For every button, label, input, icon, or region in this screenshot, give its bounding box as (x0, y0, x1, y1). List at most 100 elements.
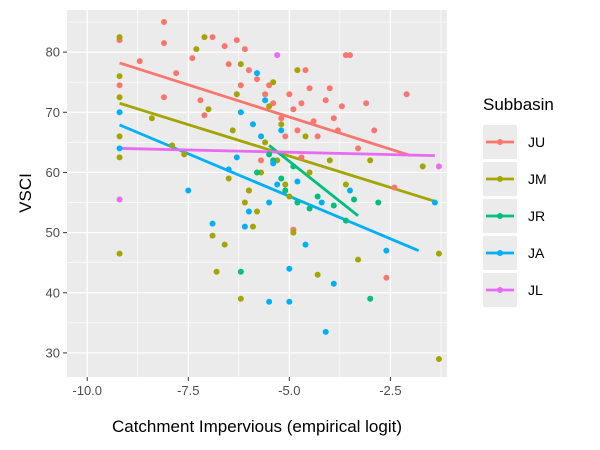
data-point-jm (205, 106, 212, 113)
data-point-ju (326, 85, 333, 92)
data-point-jr (254, 169, 260, 176)
data-point-ju (136, 58, 143, 65)
legend-label-ju: JU (528, 134, 545, 150)
data-point-jr (351, 196, 358, 203)
data-point-ju (237, 82, 244, 89)
data-point-jm (278, 121, 285, 128)
legend-label-jm: JM (528, 171, 547, 187)
data-point-jm (302, 133, 309, 140)
data-point-ju (245, 67, 252, 74)
data-point-jm (294, 67, 301, 74)
data-point-jm (314, 271, 321, 278)
legend-item-ja: JA (483, 236, 545, 270)
data-point-jm (419, 163, 426, 170)
legend-dot-jr (497, 213, 503, 219)
data-point-jm (266, 103, 273, 110)
data-point-ju (197, 97, 204, 104)
data-point-ju (173, 70, 180, 77)
trend-line-jr (268, 144, 359, 217)
data-point-jm (116, 34, 123, 41)
data-point-ja (286, 265, 293, 272)
data-point-ja (431, 199, 438, 206)
legend-dot-ju (497, 139, 503, 145)
x-tick-label: -5.0 (278, 383, 300, 398)
data-point-ja (249, 121, 256, 128)
data-point-jr (375, 199, 382, 206)
data-point-jl (435, 163, 442, 170)
data-point-ju (363, 100, 370, 107)
trend-line-jl (119, 146, 435, 157)
data-point-jr (278, 175, 285, 182)
legend: JU JM JR JA JL (483, 125, 547, 307)
data-point-ju (201, 112, 208, 119)
data-point-ju (330, 115, 337, 122)
data-point-ja (233, 154, 240, 161)
legend-item-ju: JU (483, 125, 545, 159)
data-point-jm (435, 250, 442, 257)
data-point-jm (237, 295, 244, 302)
grid-minor (67, 10, 447, 377)
legend-item-jm: JM (483, 162, 547, 196)
data-point-jr (237, 268, 244, 275)
x-tick-label: -10.0 (72, 383, 102, 398)
data-point-ju (286, 91, 293, 98)
data-point-ju (298, 100, 305, 107)
data-point-ju (241, 46, 248, 53)
data-point-ju (233, 37, 240, 44)
data-point-ju (161, 94, 168, 101)
data-point-ja (346, 187, 353, 194)
data-point-ja (330, 280, 337, 287)
legend-title: Subbasin (483, 95, 554, 114)
data-point-ju (310, 118, 317, 125)
data-point-ja (209, 220, 216, 227)
data-point-ja (116, 109, 123, 116)
data-point-ju (403, 91, 410, 98)
y-axis-ticks: 30 40 50 60 70 80 (46, 45, 67, 360)
data-point-ju (383, 274, 390, 281)
data-point-jl (274, 52, 281, 59)
data-point-jm (116, 133, 123, 140)
data-point-jm (116, 73, 123, 80)
data-point-ja (286, 298, 293, 305)
data-point-ja (266, 199, 273, 206)
data-point-ju (221, 43, 228, 50)
data-point-ju (346, 52, 353, 59)
data-point-jm (286, 193, 293, 200)
data-point-jm (213, 268, 220, 275)
data-point-jm (229, 127, 236, 134)
data-point-jm (241, 199, 248, 206)
data-point-jm (245, 187, 252, 194)
x-tick-label: -2.5 (379, 383, 401, 398)
data-point-ju (254, 76, 260, 83)
data-point-jr (290, 163, 297, 170)
data-point-ju (298, 154, 305, 161)
data-point-ja (266, 298, 273, 305)
data-point-ja (322, 328, 329, 335)
data-point-jm (233, 91, 240, 98)
data-point-ju (262, 91, 269, 98)
data-point-ju (294, 127, 301, 134)
x-axis-title: Catchment Impervious (empirical logit) (112, 417, 402, 436)
data-point-ju (225, 61, 232, 68)
y-tick-label: 30 (46, 345, 60, 360)
data-point-ja (258, 133, 265, 140)
grid-major (67, 10, 447, 377)
data-point-ju (355, 145, 362, 152)
x-axis-ticks: -10.0 -7.5 -5.0 -2.5 (72, 377, 402, 398)
data-point-jm (249, 223, 256, 230)
data-point-jm (435, 355, 442, 362)
legend-label-jr: JR (528, 208, 545, 224)
data-point-ja (270, 160, 277, 167)
data-point-ja (245, 208, 252, 215)
legend-dot-jl (497, 287, 503, 293)
data-point-ja (278, 127, 285, 134)
data-point-ju (209, 34, 216, 41)
data-points (116, 19, 442, 362)
data-point-ja (302, 241, 309, 248)
data-point-ja (294, 178, 301, 185)
data-point-jm (148, 115, 155, 122)
data-point-jm (221, 241, 228, 248)
data-point-jm (193, 46, 200, 53)
data-point-jm (326, 157, 333, 164)
data-point-ja (241, 223, 248, 230)
